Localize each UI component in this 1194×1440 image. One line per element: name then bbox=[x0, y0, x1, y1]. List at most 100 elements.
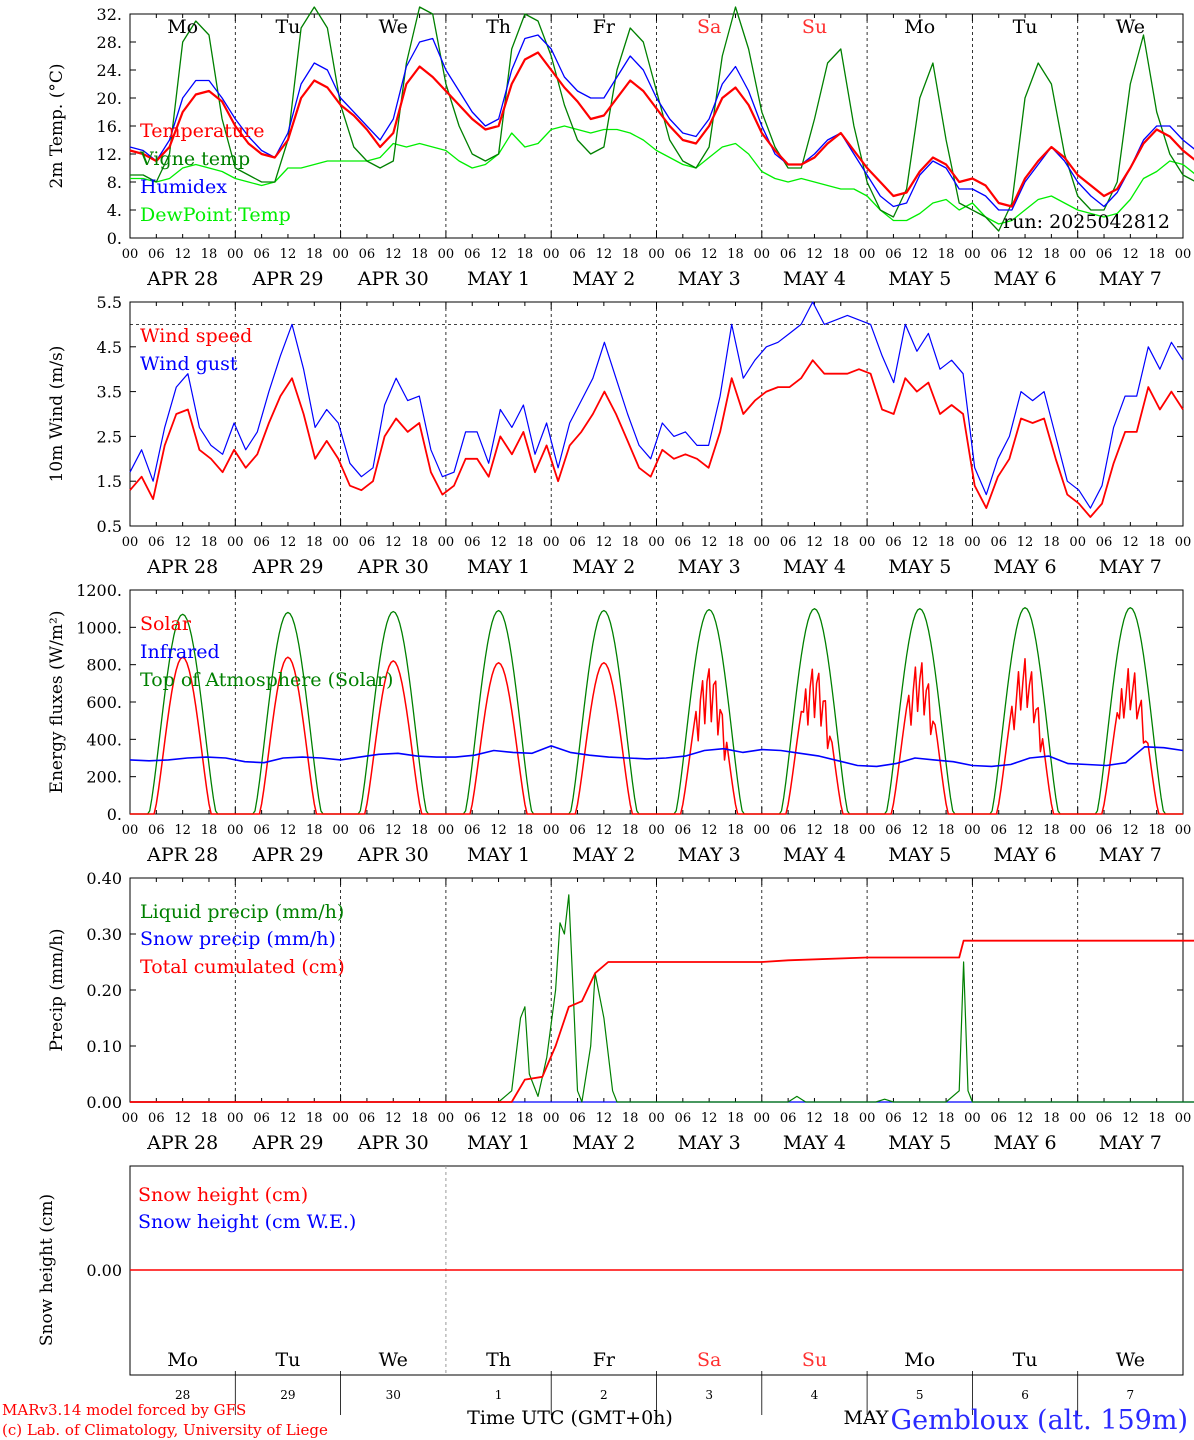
y-tick-label: 0.00 bbox=[86, 1093, 122, 1112]
hour-tick-label: 06 bbox=[569, 823, 586, 838]
hour-tick-label: 18 bbox=[727, 535, 744, 550]
hour-tick-label: 00 bbox=[332, 823, 349, 838]
hour-tick-label: 06 bbox=[1096, 247, 1113, 262]
hour-tick-label: 00 bbox=[332, 535, 349, 550]
weekday-label: Th bbox=[486, 1349, 511, 1371]
series-line-infrared bbox=[129, 745, 1184, 768]
hour-tick-label: 12 bbox=[490, 823, 507, 838]
date-label: MAY 2 bbox=[572, 556, 635, 578]
legend-entry: Liquid precip (mm/h) bbox=[140, 901, 344, 923]
hour-tick-label: 18 bbox=[1043, 247, 1060, 262]
y-tick-label: 0.40 bbox=[86, 869, 122, 888]
hour-tick-label: 18 bbox=[938, 1111, 955, 1126]
hour-tick-label: 12 bbox=[701, 823, 718, 838]
hour-tick-label: 18 bbox=[938, 535, 955, 550]
hour-tick-label: 00 bbox=[859, 1111, 876, 1126]
hour-tick-label: 06 bbox=[148, 1111, 165, 1126]
y-tick-label: 4.5 bbox=[97, 338, 122, 357]
y-tick-label: 0. bbox=[107, 805, 122, 824]
hour-tick-label: 06 bbox=[464, 1111, 481, 1126]
date-label: APR 29 bbox=[251, 556, 323, 578]
hour-tick-label: 06 bbox=[780, 247, 797, 262]
hour-tick-label: 06 bbox=[464, 535, 481, 550]
date-label: MAY 4 bbox=[783, 268, 846, 290]
date-label: MAY 6 bbox=[994, 844, 1057, 866]
hour-tick-label: 18 bbox=[833, 823, 850, 838]
date-label: MAY 3 bbox=[678, 556, 741, 578]
hour-tick-label: 18 bbox=[833, 535, 850, 550]
hour-tick-label: 18 bbox=[517, 1111, 534, 1126]
hour-tick-label: 06 bbox=[464, 247, 481, 262]
y-tick-label: 4. bbox=[107, 201, 122, 220]
weekday-label: Tu bbox=[1013, 1349, 1038, 1371]
y-tick-label: 2.5 bbox=[97, 427, 122, 446]
hour-tick-label: 12 bbox=[911, 823, 928, 838]
hour-tick-label: 06 bbox=[780, 823, 797, 838]
series-line-total-cumulated-cm- bbox=[130, 939, 1194, 1103]
hour-tick-label: 18 bbox=[517, 247, 534, 262]
weekday-label: We bbox=[1116, 1349, 1145, 1371]
day-number-label: 5 bbox=[916, 1388, 924, 1402]
date-label: MAY 1 bbox=[467, 1132, 530, 1154]
legend-entry: Solar bbox=[140, 613, 192, 635]
y-tick-label: 16. bbox=[97, 117, 122, 136]
date-label: APR 30 bbox=[357, 268, 429, 290]
hour-tick-label: 00 bbox=[1175, 823, 1192, 838]
hour-tick-label: 06 bbox=[675, 247, 692, 262]
date-label: MAY 2 bbox=[572, 1132, 635, 1154]
hour-tick-label: 18 bbox=[938, 247, 955, 262]
hour-tick-label: 06 bbox=[675, 1111, 692, 1126]
lab-credit: (c) Lab. of Climatology, University of L… bbox=[2, 1421, 328, 1439]
y-tick-label: 200. bbox=[86, 768, 122, 787]
hour-tick-label: 00 bbox=[122, 1111, 139, 1126]
series-line-liquid-precip-mm-h- bbox=[130, 894, 1194, 1103]
date-label: APR 29 bbox=[251, 844, 323, 866]
hour-tick-label: 18 bbox=[622, 823, 639, 838]
hour-tick-label: 18 bbox=[622, 247, 639, 262]
date-label: MAY 1 bbox=[467, 556, 530, 578]
hour-tick-label: 12 bbox=[385, 247, 402, 262]
hour-tick-label: 06 bbox=[359, 535, 376, 550]
hour-tick-label: 06 bbox=[675, 535, 692, 550]
hour-tick-label: 00 bbox=[122, 823, 139, 838]
y-tick-label: 8. bbox=[107, 173, 122, 192]
hour-tick-label: 00 bbox=[122, 247, 139, 262]
hour-tick-label: 00 bbox=[543, 247, 560, 262]
weekday-label: Mo bbox=[904, 1349, 935, 1371]
hour-tick-label: 06 bbox=[359, 823, 376, 838]
date-label: MAY 1 bbox=[467, 268, 530, 290]
hour-tick-label: 18 bbox=[306, 1111, 323, 1126]
hour-tick-label: 18 bbox=[1148, 1111, 1165, 1126]
hour-tick-label: 12 bbox=[490, 1111, 507, 1126]
date-label: APR 28 bbox=[146, 268, 218, 290]
y-tick-label: 12. bbox=[97, 145, 122, 164]
hour-tick-label: 00 bbox=[1069, 1111, 1086, 1126]
series-line-wind-gust bbox=[129, 301, 1184, 509]
hour-tick-label: 12 bbox=[1122, 247, 1139, 262]
y-tick-label: 0.00 bbox=[86, 1261, 122, 1280]
hour-tick-label: 00 bbox=[1175, 247, 1192, 262]
hour-tick-label: 00 bbox=[227, 247, 244, 262]
hour-tick-label: 06 bbox=[885, 247, 902, 262]
station-label: Gembloux (alt. 159m) bbox=[891, 1405, 1188, 1436]
y-tick-label: 32. bbox=[97, 5, 122, 24]
hour-tick-label: 06 bbox=[990, 1111, 1007, 1126]
legend-entry: Top of Atmosphere (Solar) bbox=[140, 669, 393, 691]
hour-tick-label: 00 bbox=[332, 247, 349, 262]
day-number-label: 1 bbox=[495, 1388, 503, 1402]
hour-tick-label: 00 bbox=[648, 1111, 665, 1126]
hour-tick-label: 18 bbox=[833, 247, 850, 262]
legend-entry: Humidex bbox=[140, 176, 227, 198]
legend-entry: Snow height (cm) bbox=[138, 1184, 308, 1206]
hour-tick-label: 06 bbox=[569, 535, 586, 550]
weekday-label: We bbox=[379, 16, 408, 38]
day-number-label: 29 bbox=[280, 1388, 295, 1402]
hour-tick-label: 12 bbox=[385, 823, 402, 838]
hour-tick-label: 00 bbox=[227, 823, 244, 838]
hour-tick-label: 06 bbox=[885, 535, 902, 550]
hour-tick-label: 18 bbox=[1148, 823, 1165, 838]
hour-tick-label: 06 bbox=[885, 1111, 902, 1126]
hour-tick-label: 18 bbox=[1043, 1111, 1060, 1126]
month-label: MAY bbox=[844, 1407, 889, 1429]
date-label: MAY 3 bbox=[678, 268, 741, 290]
